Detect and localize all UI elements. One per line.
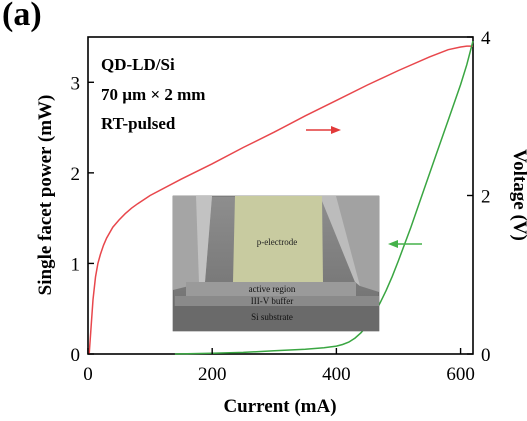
y-tick-label: 3 <box>71 73 81 94</box>
power-axis-arrow <box>306 126 341 134</box>
y-tick-label: 1 <box>71 254 81 275</box>
p-electrode-region <box>233 196 323 282</box>
panel-label: (a) <box>2 0 42 33</box>
x-tick-label: 400 <box>322 364 351 385</box>
inset-label-buffer: III-V buffer <box>251 296 293 306</box>
inset-label-substrate: Si substrate <box>251 312 293 322</box>
x-axis-label: Current (mA) <box>223 396 336 417</box>
x-tick-label: 600 <box>446 364 475 385</box>
annotation-dimensions: 70 µm × 2 mm <box>101 85 205 104</box>
y-tick-label: 0 <box>71 345 81 366</box>
y-tick-label: 2 <box>71 164 81 185</box>
y-right-tick-label: 4 <box>481 28 491 49</box>
x-axis-ticks: 0 200 400 600 <box>83 348 475 385</box>
y-axis-label: Single facet power (mW) <box>35 95 56 296</box>
power-curve <box>88 45 473 355</box>
voltage-axis-arrow <box>388 240 422 248</box>
x-tick-label: 0 <box>83 364 93 385</box>
annotation-condition: RT-pulsed <box>101 114 176 133</box>
y-right-tick-label: 0 <box>481 345 491 366</box>
sem-inset: p-electrode active region III-V buffer S… <box>172 195 380 332</box>
inset-label-active-region: active region <box>249 284 296 294</box>
y-right-tick-label: 2 <box>481 187 491 208</box>
y-axis-ticks: 0 1 2 3 <box>71 73 94 366</box>
y-right-axis-ticks: 0 2 4 <box>467 28 491 366</box>
annotation-device: QD-LD/Si <box>101 55 175 74</box>
inset-label-p-electrode: p-electrode <box>257 237 297 247</box>
x-tick-label: 200 <box>198 364 227 385</box>
y-right-axis-label: Voltage (V) <box>509 149 527 241</box>
